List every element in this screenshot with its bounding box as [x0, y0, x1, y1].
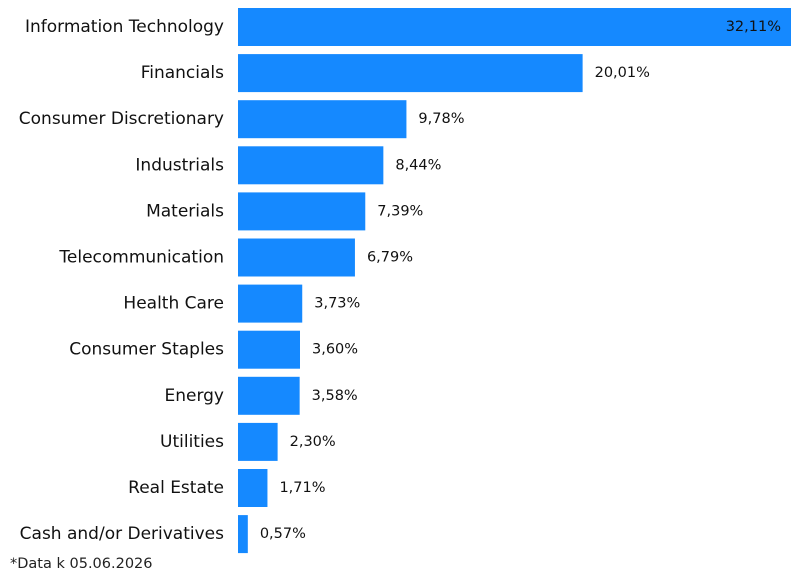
category-label: Real Estate: [128, 478, 224, 498]
value-label: 20,01%: [595, 65, 650, 81]
category-label: Health Care: [123, 294, 224, 314]
bar-financials: [238, 54, 583, 93]
category-label: Consumer Discretionary: [19, 109, 224, 129]
bar-energy: [238, 376, 300, 415]
value-label: 32,11%: [726, 19, 781, 35]
category-label: Financials: [141, 63, 224, 83]
category-label: Information Technology: [25, 17, 224, 37]
bar-consumer-discretionary: [238, 100, 407, 139]
value-label: 9,78%: [418, 111, 464, 127]
value-label: 6,79%: [367, 250, 413, 266]
value-label: 0,57%: [260, 526, 306, 542]
value-label: 7,39%: [377, 203, 423, 219]
bar-consumer-staples: [238, 330, 300, 369]
category-label: Cash and/or Derivatives: [20, 524, 224, 544]
bar-materials: [238, 192, 366, 231]
value-label: 3,58%: [312, 388, 358, 404]
category-label: Industrials: [135, 155, 224, 175]
category-label: Materials: [146, 201, 224, 221]
bar-cash-and-or-derivatives: [238, 515, 248, 554]
category-label: Consumer Staples: [69, 340, 224, 360]
category-label: Utilities: [160, 432, 224, 452]
category-label: Telecommunication: [58, 248, 224, 268]
value-label: 8,44%: [395, 157, 441, 173]
category-label: Energy: [164, 386, 224, 406]
bar-utilities: [238, 422, 278, 461]
bar-telecommunication: [238, 238, 355, 277]
bar-health-care: [238, 284, 303, 323]
value-label: 2,30%: [290, 434, 336, 450]
value-label: 1,71%: [279, 480, 325, 496]
value-label: 3,60%: [312, 342, 358, 358]
bar-industrials: [238, 146, 384, 185]
bar-information-technology: [238, 8, 791, 46]
bar-real-estate: [238, 469, 268, 507]
value-label: 3,73%: [314, 296, 360, 312]
data-date-footnote: *Data k 05.06.2026: [10, 556, 153, 572]
